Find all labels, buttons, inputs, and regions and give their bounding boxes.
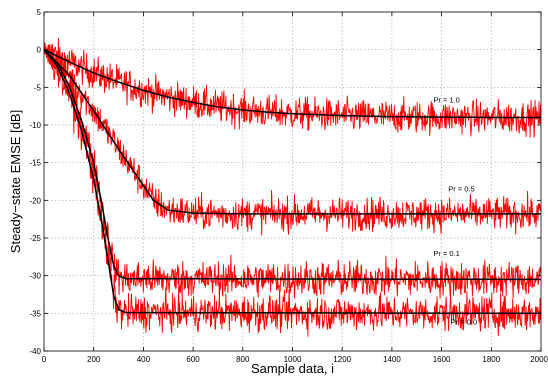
x-axis-label: Sample data, i: [251, 361, 334, 376]
y-axis-label: Steady−state EMSE [dB]: [8, 110, 23, 253]
theory-curve-1: [43, 49, 541, 215]
annotation-label-0: Pr = 1.0: [433, 95, 459, 104]
annotation-label-3: Pr = 0.0: [451, 318, 477, 327]
annotation-label-2: Pr = 0.1: [433, 249, 459, 258]
y-tick-label: -40: [29, 347, 41, 356]
theory-curve-2: [43, 49, 541, 281]
x-tick-label: 1200: [333, 355, 351, 364]
x-tick-label: 1400: [383, 355, 401, 364]
x-tick-label: 400: [137, 355, 151, 364]
y-tick-label: -10: [29, 121, 41, 130]
theory-curve-3: [43, 49, 541, 315]
simulated-curve-2: [43, 42, 542, 302]
annotation-label-1: Pr = 0.5: [448, 184, 474, 193]
y-tick-label: -30: [29, 272, 41, 281]
theory-curve-0: [43, 49, 541, 119]
simulated-curve-3: [43, 44, 542, 337]
x-tick-label: 1800: [482, 355, 500, 364]
y-tick-label: 5: [37, 8, 42, 17]
axis-ticks: 0 200 400 600 800 1000 1200 1400 1600 1800 200050-…: [29, 8, 548, 364]
x-tick-label: 1000: [284, 355, 302, 364]
theory-curves: [43, 49, 541, 315]
y-tick-label: -15: [29, 159, 41, 168]
y-tick-label: 0: [37, 46, 42, 55]
series-annotations: Pr = 1.0 Pr = 0.5 Pr = 0.1 Pr = 0.0: [433, 95, 477, 326]
y-tick-label: -20: [29, 196, 41, 205]
y-tick-label: -35: [29, 309, 41, 318]
y-tick-label: -5: [34, 83, 42, 92]
x-tick-label: 800: [236, 355, 250, 364]
x-tick-label: 0: [42, 355, 47, 364]
y-tick-label: -25: [29, 234, 41, 243]
x-tick-label: 200: [87, 355, 101, 364]
x-tick-label: 600: [186, 355, 200, 364]
simulated-curve-0: [43, 37, 542, 138]
x-tick-label: 1600: [433, 355, 451, 364]
x-tick-label: 2000: [530, 355, 548, 364]
